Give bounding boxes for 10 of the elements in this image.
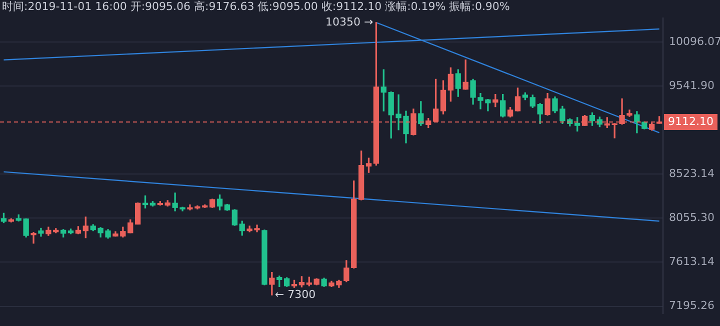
y-tick-label: 8055.30 [669,211,714,224]
candlestick [30,232,36,244]
ref-line-label: 9112.10 [668,114,714,128]
annotation: 10350 → [325,15,374,28]
y-tick-label: 9541.90 [669,78,714,92]
y-tick-label: 7195.26 [669,299,714,312]
y-tick-label: 8523.14 [669,166,714,180]
y-tick-label: 7613.14 [669,255,714,268]
chart-subtitle: 时间:2019-11-01 16:00 开:9095.06 高:9176.63 低:9095.00 收:9112.10 涨幅:0.19% 振幅:0.90% [2,0,510,14]
annotation: ← 7300 [274,288,316,301]
